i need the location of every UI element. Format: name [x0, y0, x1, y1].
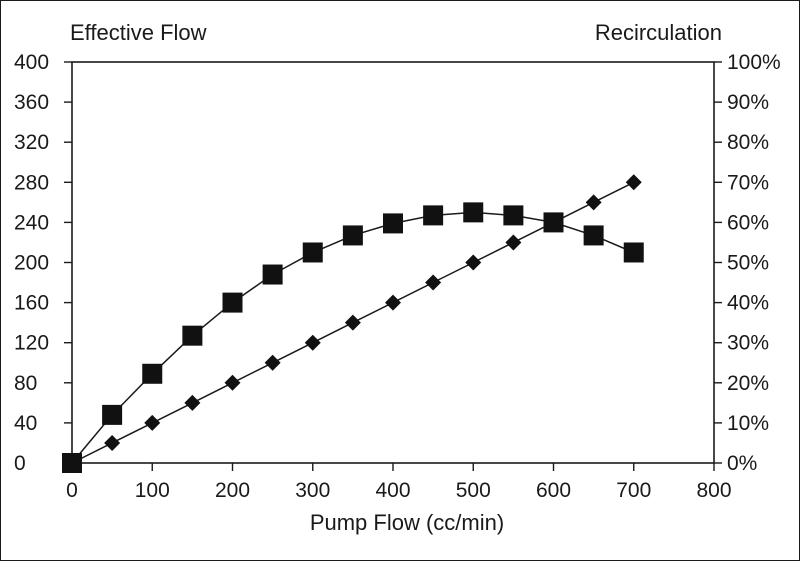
plot-area-border	[71, 61, 715, 464]
x-tick-label: 200	[215, 479, 250, 502]
diamond-marker	[625, 174, 642, 191]
y-left-tick-label: 240	[14, 211, 49, 234]
diamond-marker	[184, 394, 201, 411]
y-left-tick-label: 80	[14, 372, 37, 395]
y-right-tick-label: 90%	[727, 91, 769, 114]
square-marker	[302, 242, 323, 263]
square-marker	[503, 205, 524, 226]
diamond-marker	[505, 234, 522, 251]
y-right-tick-label: 100%	[727, 51, 781, 74]
y-right-tick-label: 10%	[727, 412, 769, 435]
ticks: 0 100 200 300 400 500 600 700 800 0 40 80 120 160 200 2…	[14, 51, 781, 502]
y-left-tick-label: 120	[14, 332, 49, 355]
y-right-tick-label: 40%	[727, 292, 769, 315]
diamond-marker	[104, 434, 121, 451]
y-right-tick-label: 80%	[727, 131, 769, 154]
x-tick-label: 700	[616, 479, 651, 502]
diamond-marker	[304, 334, 321, 351]
y-right-tick-label: 30%	[727, 332, 769, 355]
axes	[71, 61, 715, 464]
square-marker	[222, 292, 243, 313]
diamond-marker	[64, 455, 80, 471]
x-tick-label: 300	[295, 479, 330, 502]
right-axis-title: Recirculation	[595, 20, 722, 45]
square-marker	[142, 363, 163, 384]
y-left-tick-label: 200	[14, 252, 49, 275]
y-right-tick-label: 20%	[727, 372, 769, 395]
diamond-marker	[465, 254, 482, 271]
y-left-tick-label: 280	[14, 171, 49, 194]
x-axis-title: Pump Flow (cc/min)	[310, 510, 504, 535]
diamond-marker	[344, 314, 361, 331]
diamond-marker	[425, 274, 442, 291]
square-marker	[342, 225, 363, 246]
y-left-tick-label: 160	[14, 292, 49, 315]
square-marker	[102, 404, 123, 425]
diamond-marker	[144, 414, 161, 431]
left-axis-title: Effective Flow	[70, 20, 207, 45]
square-marker	[383, 213, 403, 234]
square-marker	[262, 264, 283, 285]
series-markers	[62, 174, 644, 473]
x-tick-label: 100	[135, 479, 170, 502]
y-left-tick-label: 360	[14, 91, 49, 114]
x-tick-label: 400	[375, 479, 410, 502]
square-marker	[182, 325, 203, 346]
x-tick-label: 0	[66, 479, 78, 502]
y-right-tick-label: 0%	[727, 452, 757, 475]
y-right-tick-label: 60%	[727, 211, 769, 234]
square-marker	[623, 242, 644, 263]
y-left-tick-label: 0	[14, 452, 26, 475]
square-marker	[463, 202, 484, 223]
y-left-tick-label: 400	[14, 51, 49, 74]
y-left-tick-label: 320	[14, 131, 49, 154]
y-right-tick-label: 50%	[727, 252, 769, 275]
diamond-marker	[224, 374, 241, 391]
x-tick-label: 800	[696, 479, 731, 502]
y-right-tick-label: 70%	[727, 171, 769, 194]
diamond-marker	[264, 354, 281, 371]
square-marker	[583, 225, 604, 246]
x-tick-label: 600	[536, 479, 571, 502]
diamond-marker	[585, 194, 602, 211]
x-tick-label: 500	[456, 479, 491, 502]
square-marker	[423, 205, 444, 226]
diamond-marker	[385, 294, 401, 311]
diamond-marker	[545, 214, 562, 231]
y-left-tick-label: 40	[14, 412, 37, 435]
